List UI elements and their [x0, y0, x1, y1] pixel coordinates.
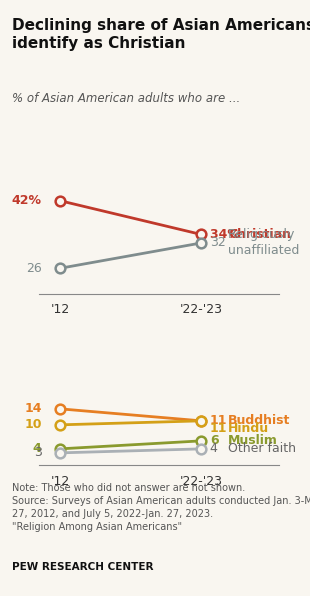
- Text: Hindu: Hindu: [228, 423, 269, 435]
- Text: 4: 4: [210, 442, 218, 455]
- Text: PEW RESEARCH CENTER: PEW RESEARCH CENTER: [12, 562, 154, 572]
- Text: 10: 10: [24, 418, 42, 432]
- Text: Declining share of Asian Americans
identify as Christian: Declining share of Asian Americans ident…: [12, 18, 310, 51]
- Text: 42%: 42%: [11, 194, 42, 207]
- Text: 6: 6: [210, 434, 218, 448]
- Text: 3: 3: [34, 446, 42, 460]
- Text: 32: 32: [210, 237, 225, 250]
- Text: Note: Those who did not answer are not shown.
Source: Surveys of Asian American : Note: Those who did not answer are not s…: [12, 483, 310, 532]
- Text: 11: 11: [210, 414, 227, 427]
- Text: Other faith: Other faith: [228, 442, 296, 455]
- Text: 34%: 34%: [210, 228, 244, 241]
- Text: 11: 11: [210, 423, 227, 435]
- Text: % of Asian American adults who are ...: % of Asian American adults who are ...: [12, 92, 241, 105]
- Text: Christian: Christian: [228, 228, 291, 241]
- Text: 26: 26: [26, 262, 42, 275]
- Text: 4: 4: [33, 442, 42, 455]
- Text: Religiously
unaffiliated: Religiously unaffiliated: [228, 228, 299, 257]
- Text: Muslim: Muslim: [228, 434, 278, 448]
- Text: 14: 14: [24, 402, 42, 415]
- Text: Buddhist: Buddhist: [228, 414, 290, 427]
